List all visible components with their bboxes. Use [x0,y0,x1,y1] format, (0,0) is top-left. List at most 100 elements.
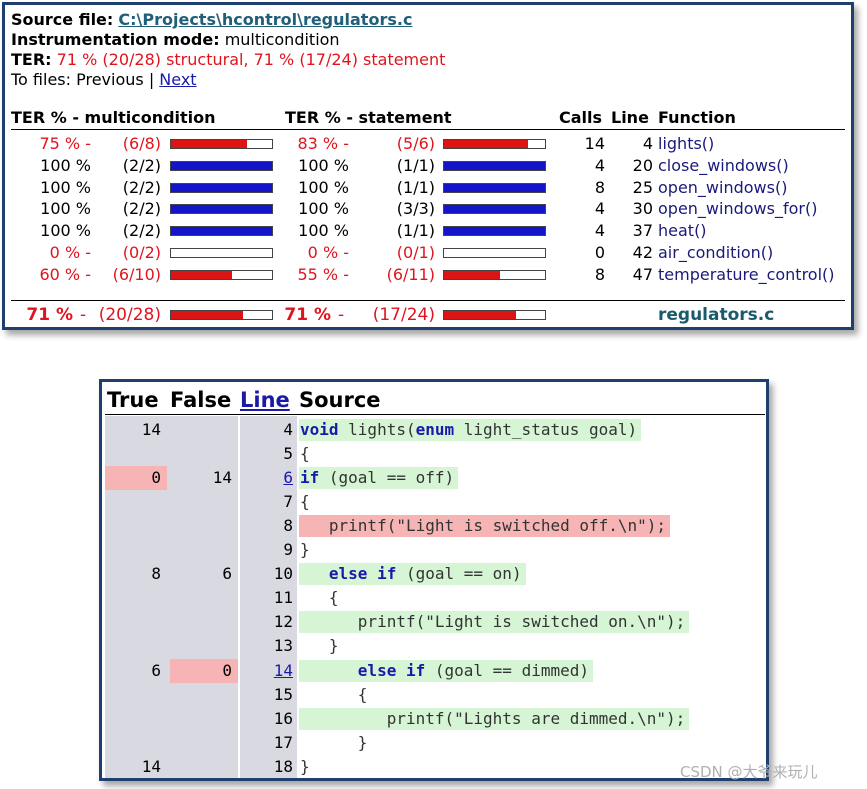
multicondition-bar [170,139,273,149]
call-count: 8 [594,177,605,197]
col-line: Line [611,108,649,127]
function-link[interactable]: close_windows() [658,155,789,175]
function-link[interactable]: heat() [658,221,707,241]
total-statement-dash: - [338,305,345,325]
true-count: 0 [105,466,167,491]
source-code: } [299,635,343,657]
line-number-cell: 9 [240,538,293,562]
counts-column-divider [238,416,240,778]
source-code: else if (goal == on) [299,563,526,586]
statement-fraction: (5/6) [396,134,435,153]
true-count: 14 [141,420,161,439]
line-number-cell: 17 [240,731,293,755]
to-files-label: To files: Previous | [11,70,155,89]
line-number: 25 [632,177,653,197]
total-statement-fraction: (17/24) [372,305,435,325]
source-code: printf("Light is switched on.\n"); [299,611,690,634]
multicondition-percent: 100 % [40,177,91,197]
line-number: 16 [273,708,293,728]
source-line-row: 8 printf("Light is switched off.\n"); [102,514,766,538]
col-ter-statement: TER % - statement [285,108,452,127]
line-number: 17 [273,732,293,752]
line-number: 13 [273,636,293,656]
true-count: 14 [141,756,161,776]
statement-percent: 100 % [298,155,349,175]
statement-percent: 100 % [298,199,349,219]
code-text: printf("Light is switched off.\n"); [300,516,667,536]
line-number-cell: 5 [240,442,293,466]
total-multicondition-dash: - [80,305,87,325]
code-text: } [300,636,339,656]
col-true: True [107,388,159,412]
code-text: (goal == off) [319,468,455,488]
code-text [300,661,358,680]
total-file-name[interactable]: regulators.c [658,305,775,325]
function-link[interactable]: temperature_control() [658,264,835,284]
function-link[interactable]: air_condition() [658,243,774,262]
source-line-row: 17 } [102,731,766,755]
call-count: 4 [594,199,605,219]
watermark: CSDN @大爷来玩儿 [680,763,818,781]
source-file-label: Source file: [11,10,114,29]
code-text: (goal == on) [396,564,522,584]
line-number: 8 [283,516,293,536]
source-line-row: 7{ [102,490,766,514]
code-keyword: else if [328,564,397,584]
multicondition-bar-fill [171,183,272,192]
call-count: 0 [594,243,605,262]
multicondition-fraction: (2/2) [122,177,161,197]
statement-bar-fill [444,205,545,214]
source-code: if (goal == off) [299,467,459,490]
instrumentation-mode-label: Instrumentation mode: [11,30,220,49]
statement-bar [443,139,546,149]
source-code: printf("Light is switched off.\n"); [299,515,671,538]
line-number-cell: 10 [240,562,293,586]
line-number-cell: 6 [240,466,293,490]
code-text: } [300,732,368,752]
multicondition-fraction: (0/2) [122,243,161,262]
code-text: } [300,540,310,560]
function-row: 100 % (2/2) 100 % (1/1) 8 25 open_windows() [5,177,853,199]
ter-label: TER: [11,50,52,69]
true-count: 8 [151,564,161,584]
source-line-row: 6 0 14 else if (goal == dimmed) [102,658,766,683]
source-file-link[interactable]: C:\Projects\hcontrol\regulators.c [118,10,413,29]
statement-bar [443,226,546,237]
source-code: void lights(enum light_status goal) [299,419,642,441]
true-count: 6 [151,660,161,680]
multicondition-percent: 75 % - [39,134,91,153]
source-code: { [299,684,371,706]
call-count: 8 [594,264,605,284]
multicondition-percent: 0 % - [49,243,91,262]
line-number-cell: 16 [240,707,293,731]
source-code: { [299,491,314,513]
multicondition-bar [170,248,273,258]
function-link[interactable]: open_windows_for() [658,199,818,219]
coverage-summary-panel: Source file: C:\Projects\hcontrol\regula… [2,2,854,330]
code-text: { [300,588,339,608]
line-number-cell: 12 [240,610,293,634]
statement-bar-fill [444,140,528,148]
line-number-link[interactable]: 14 [273,660,293,680]
line-number-cell: 13 [240,634,293,658]
source-code: } [299,539,314,561]
total-statement-bar [443,310,546,320]
source-line-row: 0 14 6 if (goal == off) [102,466,766,491]
source-code: } [299,732,371,754]
multicondition-bar-fill [171,161,272,170]
multicondition-percent: 100 % [40,221,91,241]
multicondition-bar-fill [171,140,247,148]
function-row: 0 % - (0/2) 0 % - (0/1) 0 42 air_condition() [5,242,853,264]
statement-percent: 100 % [298,177,349,197]
next-file-link[interactable]: Next [159,70,197,89]
function-link[interactable]: open_windows() [658,177,788,197]
function-link[interactable]: lights() [658,134,715,153]
statement-fraction: (1/1) [396,155,435,175]
col-line-link[interactable]: Line [240,388,290,412]
code-text: { [300,492,310,512]
multicondition-bar [170,182,273,193]
line-number-link[interactable]: 6 [283,468,293,488]
function-row: 60 % - (6/10) 55 % - (6/11) 8 47 temperature_c… [5,264,853,286]
statement-percent: 0 % - [307,243,349,262]
false-count: 14 [212,468,232,488]
